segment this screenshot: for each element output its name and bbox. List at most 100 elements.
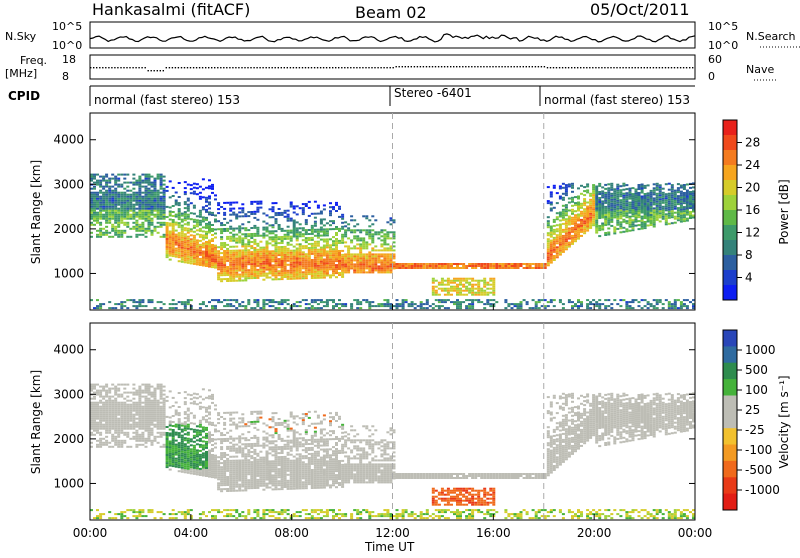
power-cell (592, 224, 595, 226)
power-cell (311, 259, 314, 261)
velocity-cell (154, 390, 157, 392)
power-cell (145, 176, 148, 178)
freq-dot (526, 66, 527, 67)
power-cell (278, 274, 281, 276)
power-cell (284, 252, 287, 254)
power-cell (296, 229, 299, 231)
power-cell (338, 268, 341, 270)
power-cell (193, 239, 196, 241)
power-cell (550, 234, 553, 236)
power-cell (568, 228, 571, 230)
power-cell (308, 233, 311, 235)
power-cell (93, 194, 96, 196)
power-cell (571, 199, 574, 201)
power-cell (644, 217, 647, 219)
velocity-cell (105, 406, 108, 408)
power-cell (565, 220, 568, 222)
power-cell (638, 212, 641, 214)
velocity-cell (148, 509, 151, 511)
velocity-cell (117, 410, 120, 412)
power-cell (178, 210, 181, 212)
power-cell (269, 273, 272, 275)
velocity-cell (126, 406, 129, 408)
velocity-cell (138, 509, 141, 511)
freq-dot (374, 67, 375, 68)
power-cell (414, 265, 417, 267)
power-cell (574, 222, 577, 224)
power-cell (647, 221, 650, 223)
velocity-cell (126, 412, 129, 414)
velocity-cell (108, 442, 111, 444)
power-cell (232, 202, 235, 204)
power-cell (241, 207, 244, 209)
power-cell (689, 191, 692, 193)
velocity-cell (163, 412, 166, 414)
power-cell (368, 257, 371, 259)
power-cell (462, 290, 465, 292)
power-cell (114, 212, 117, 214)
power-cell (235, 260, 238, 262)
power-cell (653, 207, 656, 209)
power-cell (619, 223, 622, 225)
velocity-cell (105, 430, 108, 432)
power-cell (656, 301, 659, 303)
power-cell (668, 211, 671, 213)
power-cell (632, 187, 635, 189)
power-cell (447, 263, 450, 265)
power-cell (269, 250, 272, 252)
velocity-cell (120, 517, 123, 519)
power-cell (332, 208, 335, 210)
velocity-cell (160, 428, 163, 430)
power-cell (671, 216, 674, 218)
power-cell (335, 303, 338, 305)
power-cell (580, 231, 583, 233)
power-cell (120, 198, 123, 200)
power-cell (187, 200, 190, 202)
power-cell (205, 261, 208, 263)
velocity-cell (105, 392, 108, 394)
power-cell (644, 215, 647, 217)
power-cell (604, 200, 607, 202)
velocity-cell (99, 386, 102, 388)
power-cell (483, 280, 486, 282)
power-cell (166, 236, 169, 238)
power-cell (562, 237, 565, 239)
power-cell (432, 265, 435, 267)
power-cell (601, 213, 604, 215)
power-cell (577, 208, 580, 210)
power-cell (559, 242, 562, 244)
velocity-cell (157, 412, 160, 414)
power-cell (489, 288, 492, 290)
power-cell (674, 216, 677, 218)
power-cell (374, 233, 377, 235)
power-cell (383, 233, 386, 235)
power-cell (141, 212, 144, 214)
power-cell (586, 212, 589, 214)
power-cell (362, 267, 365, 269)
power-cell (635, 197, 638, 199)
power-cell (302, 209, 305, 211)
power-cell (453, 288, 456, 290)
velocity-cell (120, 404, 123, 406)
freq-dot (208, 67, 209, 68)
power-cell (408, 305, 411, 307)
power-cell (365, 215, 368, 217)
power-cell (145, 188, 148, 190)
power-cell (604, 222, 607, 224)
power-cell (550, 240, 553, 242)
power-cell (556, 242, 559, 244)
power-cell (432, 278, 435, 280)
power-cell (93, 218, 96, 220)
power-cell (211, 256, 214, 258)
power-cell (256, 253, 259, 255)
power-cell (211, 262, 214, 264)
power-cell (99, 200, 102, 202)
velocity-cell (117, 408, 120, 410)
power-cell (217, 208, 220, 210)
velocity-cell (96, 410, 99, 412)
power-cell (625, 228, 628, 230)
velocity-cell (154, 398, 157, 400)
power-cell (293, 262, 296, 264)
velocity-cell (132, 515, 135, 517)
